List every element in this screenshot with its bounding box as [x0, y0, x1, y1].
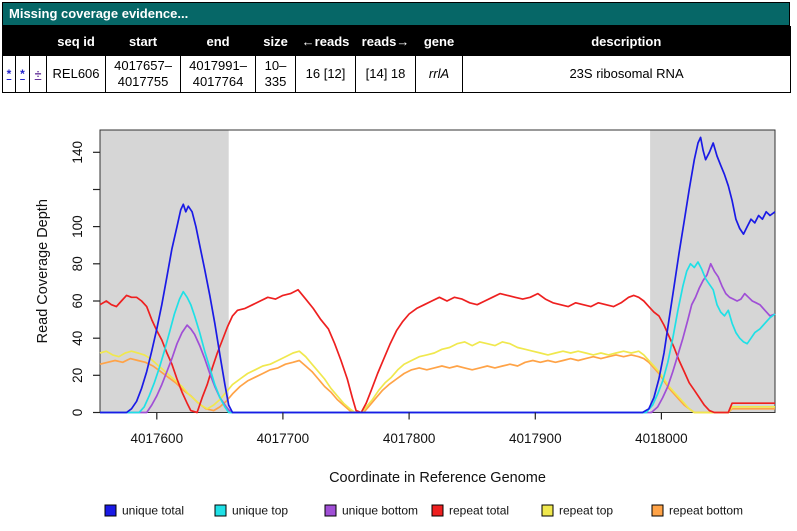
y-tick-label: 40 [70, 331, 85, 346]
cell-reads-left: 16 [12] [295, 55, 357, 93]
header-spacer [2, 26, 47, 56]
cell-description: 23S ribosomal RNA [462, 55, 792, 93]
legend-swatch-repeat-top [541, 504, 554, 517]
legend-swatch-repeat-total [431, 504, 444, 517]
legend-label-repeat-bottom: repeat bottom [669, 504, 743, 518]
col-seq-id: seq id [46, 26, 106, 56]
evidence-link-2[interactable]: * [20, 66, 25, 81]
x-tick-label: 4017900 [509, 431, 562, 446]
y-tick-label: 140 [70, 141, 85, 164]
x-axis-title: Coordinate in Reference Genome [329, 470, 546, 486]
col-reads-right: reads→ [355, 26, 416, 56]
legend-label-repeat-top: repeat top [559, 504, 613, 518]
legend-label-unique-total: unique total [122, 504, 184, 518]
legend-label-unique-bottom: unique bottom [342, 504, 418, 518]
cell-end: 4017991– 4017764 [180, 55, 257, 93]
col-reads-left: ←reads [295, 26, 356, 56]
page-title: Missing coverage evidence... [9, 6, 189, 21]
x-tick-label: 4018000 [635, 431, 688, 446]
col-size: size [255, 26, 296, 56]
col-description: description [462, 26, 791, 56]
y-axis-title: Read Coverage Depth [35, 199, 51, 343]
evidence-table: seq id start end size ←reads reads→ gene… [2, 26, 792, 93]
shaded-region-2 [650, 130, 775, 413]
y-tick-label: 80 [70, 256, 85, 271]
series-unique-bottom [100, 262, 776, 414]
series-unique-total [100, 136, 776, 414]
cell-seq-id: REL606 [46, 55, 107, 93]
legend-label-unique-top: unique top [232, 504, 288, 518]
x-tick-label: 4017600 [131, 431, 184, 446]
evidence-link-division[interactable]: ÷ [34, 66, 42, 81]
evidence-link-1[interactable]: * [6, 66, 12, 81]
legend-swatch-unique-bottom [324, 504, 337, 517]
x-tick-label: 4017700 [257, 431, 310, 446]
legend-swatch-unique-top [214, 504, 227, 517]
table-header-row: seq id start end size ←reads reads→ gene… [2, 26, 791, 56]
title-bar: Missing coverage evidence... [2, 2, 790, 26]
legend-swatch-unique-total [104, 504, 117, 517]
series-unique-top [100, 261, 776, 414]
col-start: start [105, 26, 181, 56]
cell-size: 10– 335 [255, 55, 297, 93]
series-repeat-top [99, 341, 775, 414]
cell-reads-right: [14] 18 [355, 55, 417, 93]
cell-gene: rrlA [415, 55, 464, 93]
series-repeat-total [99, 288, 775, 414]
col-end: end [180, 26, 256, 56]
col-gene: gene [415, 26, 463, 56]
cell-start: 4017657– 4017755 [105, 55, 182, 93]
y-tick-label: 60 [70, 293, 85, 308]
y-tick-label: 0 [70, 409, 85, 417]
coverage-plot: 4017600 4017700 4017800 4017900 4018000 0 20 40… [35, 129, 776, 518]
series-repeat-bottom [99, 354, 775, 414]
legend-label-repeat-total: repeat total [449, 504, 509, 518]
table-row: * * ÷ REL606 4017657– 4017755 4017991– 4… [2, 55, 792, 93]
y-tick-label: 20 [70, 368, 85, 383]
x-tick-label: 4017800 [383, 431, 436, 446]
legend-swatch-repeat-bottom [651, 504, 664, 517]
y-tick-label: 100 [70, 215, 85, 238]
